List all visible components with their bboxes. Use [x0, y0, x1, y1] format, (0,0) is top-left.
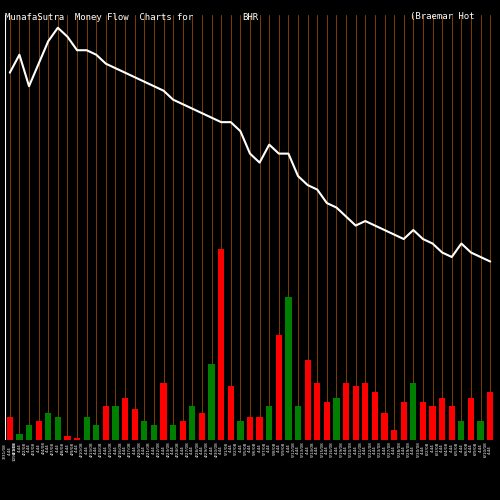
Bar: [64, 436, 70, 440]
Bar: [112, 406, 118, 440]
Bar: [478, 421, 484, 440]
Bar: [6, 417, 13, 440]
Bar: [458, 421, 464, 440]
Bar: [420, 402, 426, 440]
Bar: [410, 382, 416, 440]
Bar: [208, 364, 214, 440]
Bar: [286, 296, 292, 440]
Bar: [218, 248, 224, 440]
Bar: [180, 421, 186, 440]
Bar: [170, 424, 176, 440]
Bar: [314, 382, 320, 440]
Bar: [256, 417, 262, 440]
Bar: [304, 360, 311, 440]
Bar: [382, 413, 388, 440]
Bar: [439, 398, 446, 440]
Bar: [141, 421, 148, 440]
Bar: [199, 413, 205, 440]
Text: (Braemar Hot: (Braemar Hot: [410, 12, 474, 22]
Bar: [468, 398, 474, 440]
Bar: [132, 410, 138, 440]
Bar: [448, 406, 455, 440]
Bar: [160, 382, 166, 440]
Bar: [362, 382, 368, 440]
Bar: [103, 406, 109, 440]
Bar: [391, 430, 397, 440]
Bar: [324, 402, 330, 440]
Bar: [189, 406, 196, 440]
Bar: [26, 424, 32, 440]
Bar: [334, 398, 340, 440]
Bar: [238, 421, 244, 440]
Bar: [295, 406, 301, 440]
Bar: [247, 417, 253, 440]
Bar: [45, 413, 52, 440]
Bar: [372, 392, 378, 440]
Bar: [93, 424, 100, 440]
Bar: [228, 386, 234, 440]
Bar: [74, 438, 80, 440]
Bar: [36, 421, 42, 440]
Text: MunafaSutra  Money Flow  Charts for: MunafaSutra Money Flow Charts for: [5, 12, 193, 22]
Bar: [487, 392, 494, 440]
Bar: [343, 382, 349, 440]
Bar: [276, 335, 282, 440]
Text: BHR: BHR: [242, 12, 258, 22]
Bar: [54, 417, 61, 440]
Bar: [430, 406, 436, 440]
Bar: [352, 386, 359, 440]
Bar: [16, 434, 22, 440]
Bar: [151, 424, 157, 440]
Bar: [266, 406, 272, 440]
Bar: [84, 417, 90, 440]
Bar: [400, 402, 407, 440]
Bar: [122, 398, 128, 440]
